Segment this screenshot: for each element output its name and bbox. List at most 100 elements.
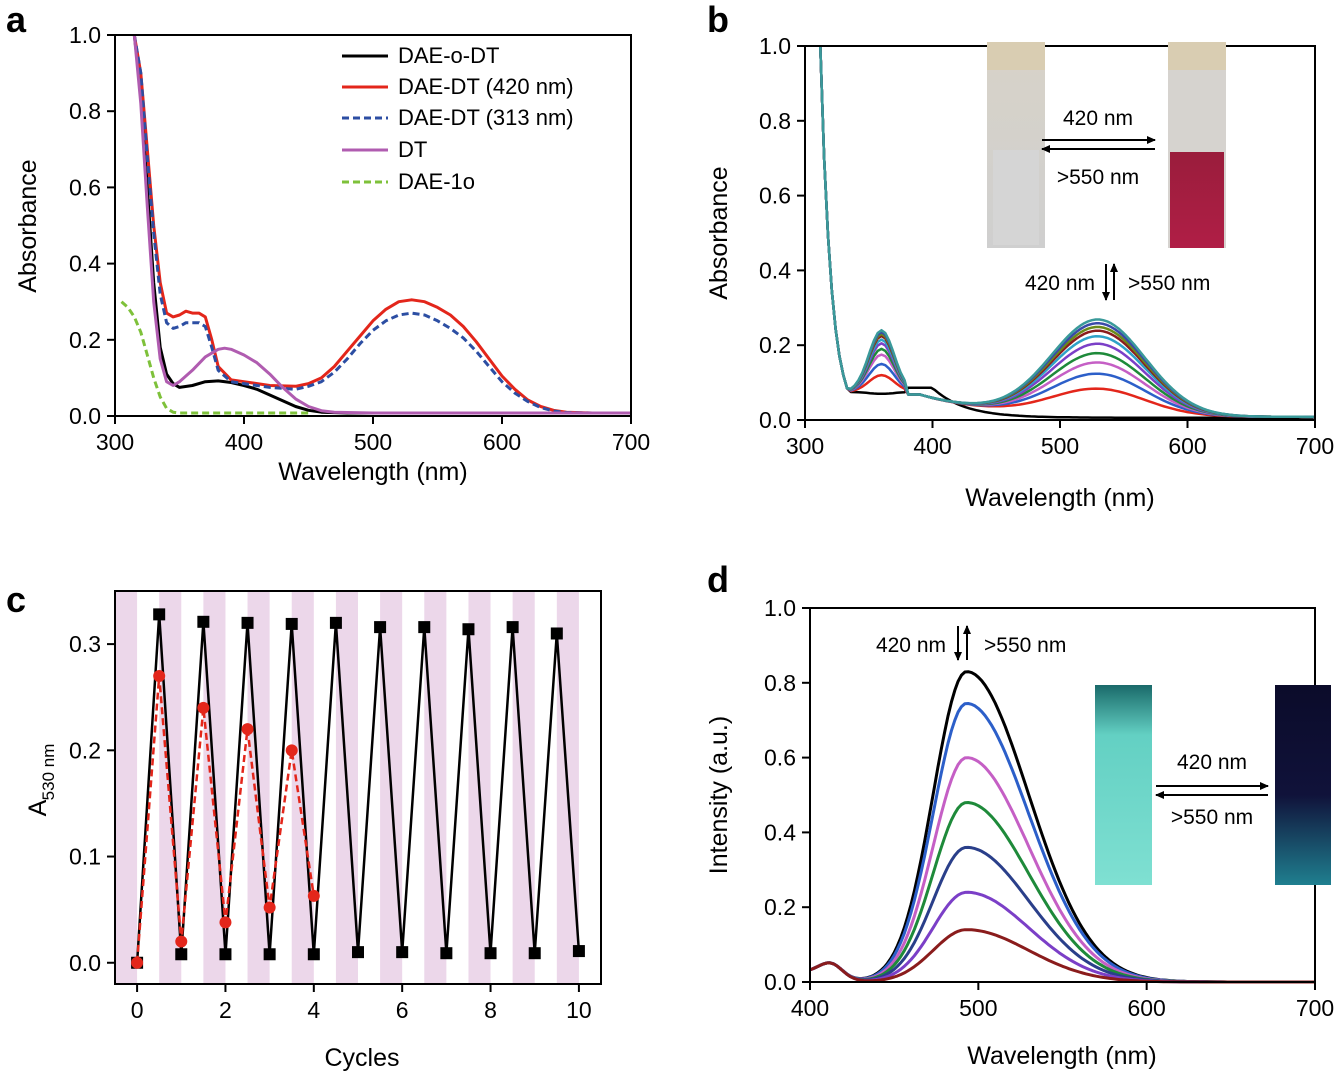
panel-c-point-black: [484, 947, 497, 960]
panel-b-xtick-label: 700: [1296, 433, 1334, 459]
panel-c-point-red: [241, 723, 254, 736]
vial-colored-cap: [1168, 42, 1226, 70]
panel-b-ytick-label: 1.0: [759, 33, 791, 59]
panel-c-xtick-label: 10: [566, 997, 592, 1023]
panel-c-point-red: [131, 956, 144, 969]
panel-d-axes: 400 500 600 700 0.0 0.2 0.4 0.6 0.8 1.0: [764, 595, 1334, 1021]
panel-b-xtick-label: 600: [1168, 433, 1206, 459]
panel-d-top-forward-label: 420 nm: [876, 634, 946, 657]
panel-a-ytick-label: 0.0: [69, 403, 101, 429]
panel-b-side-forward-label: 420 nm: [1025, 272, 1095, 295]
panel-c-irradiation-band: [115, 591, 138, 984]
panel-b-ytick-label: 0.6: [759, 183, 791, 209]
panel-c-point-red: [263, 901, 276, 914]
panel-b-series-7: [819, 45, 1314, 419]
panel-c-xtick-label: 4: [307, 997, 320, 1023]
panel-a-ytick-label: 0.4: [69, 251, 101, 277]
panel-d-forward-label: 420 nm: [1177, 751, 1247, 774]
panel-c-point-black: [374, 621, 387, 634]
panel-a-axes: 300 400 500 600 700 0.0 0.2 0.4 0.6 0.8 1.0: [69, 22, 650, 455]
vial-dark-image: [1275, 685, 1331, 885]
panel-c-plot-area: [131, 608, 585, 969]
panel-c-xtick-label: 8: [484, 997, 497, 1023]
vial-colorless-liquid: [993, 150, 1039, 245]
panel-d-ytick-label: 0.2: [764, 894, 796, 920]
panel-b-vial-colorless: [987, 42, 1045, 248]
panel-c-xlabel: Cycles: [324, 1044, 399, 1072]
panel-a-series-dae-1o: [120, 300, 309, 415]
panel-a-xtick-label: 400: [225, 429, 263, 455]
panel-c-ylabel: A 530 nm: [24, 744, 58, 817]
panel-c-point-black: [307, 948, 320, 961]
panel-b-ytick-label: 0.4: [759, 257, 791, 283]
panel-b-ytick-label: 0.0: [759, 407, 791, 433]
panel-letter-d: d: [707, 559, 729, 600]
panel-b-side-backward-label: >550 nm: [1128, 272, 1210, 295]
panel-d-ytick-label: 0.0: [764, 969, 796, 995]
panel-a: a 300 400 500 600 700 0.0 0.2 0.4 0.6 0.8 1.0 Wave…: [6, 0, 650, 486]
panel-d-vial-dark: [1275, 685, 1331, 885]
panel-b-vial-colored: [1168, 42, 1226, 248]
panel-a-xtick-label: 600: [483, 429, 521, 455]
panel-a-xtick-label: 700: [612, 429, 650, 455]
panel-c-point-black: [550, 627, 563, 640]
panel-c-point-black: [175, 948, 188, 961]
panel-b: b 300 400 500 600 700 0.0 0.2 0.4 0.6 0.8 1.0 Wave…: [705, 0, 1334, 512]
panel-d-ylabel: Intensity (a.u.): [705, 716, 733, 874]
panel-b-series-10: [819, 45, 1314, 419]
panel-d-ytick-label: 0.4: [764, 819, 796, 845]
panel-c-point-black: [241, 616, 254, 629]
legend-label-dae-dt-313: DAE-DT (313 nm): [398, 105, 574, 130]
panel-a-series-dt: [132, 34, 631, 415]
panel-c-point-black: [329, 616, 342, 629]
panel-c-point-black: [506, 621, 519, 634]
panel-d-xtick-label: 600: [1127, 995, 1165, 1021]
panel-b-xtick-label: 500: [1041, 433, 1079, 459]
legend-label-dae-1o: DAE-1o: [398, 169, 475, 194]
panel-d-ytick-label: 1.0: [764, 595, 796, 621]
panel-c-ytick-label: 0.0: [69, 950, 101, 976]
panel-c-xtick-label: 0: [131, 997, 144, 1023]
panel-a-plot-area: [120, 34, 631, 415]
panel-a-xtick-label: 500: [354, 429, 392, 455]
panel-c-point-red: [197, 701, 210, 714]
panel-b-xtick-label: 300: [786, 433, 824, 459]
panel-c: c 0 2 4 6 8 10 0.0 0.1 0.2 0.3 Cycles A 530 nm: [6, 579, 602, 1072]
panel-a-series-dae-dt-420-nm-: [132, 34, 631, 415]
legend-label-dae-dt-420: DAE-DT (420 nm): [398, 74, 574, 99]
panel-d: d 400 500 600 700 0.0 0.2 0.4 0.6 0.8 1.0 Wavelen…: [705, 559, 1334, 1070]
panel-c-point-red: [285, 744, 298, 757]
panel-d-ytick-label: 0.6: [764, 745, 796, 771]
panel-c-point-black: [396, 946, 409, 959]
panel-c-point-red: [219, 916, 232, 929]
panel-c-ylabel-main: A: [24, 799, 52, 816]
panel-c-frame: [114, 590, 602, 985]
panel-a-xtick-label: 300: [96, 429, 134, 455]
panel-c-point-black: [572, 945, 585, 958]
panel-c-point-black: [219, 948, 232, 961]
panel-c-point-black: [285, 617, 298, 630]
panel-d-xtick-label: 700: [1296, 995, 1334, 1021]
panel-letter-b: b: [707, 0, 729, 40]
panel-c-point-black: [528, 947, 541, 960]
panel-c-xtick-label: 2: [219, 997, 232, 1023]
panel-c-ylabel-sub: 530 nm: [39, 744, 58, 801]
panel-d-xtick-label: 500: [959, 995, 997, 1021]
panel-b-xlabel: Wavelength (nm): [965, 484, 1154, 512]
panel-d-vial-fluorescent: [1095, 685, 1152, 885]
panel-a-series-dae-dt-313-nm-: [132, 34, 631, 415]
panel-c-point-black: [418, 621, 431, 634]
panel-b-xtick-label: 400: [913, 433, 951, 459]
panel-c-point-red: [175, 935, 188, 948]
legend-label-dt: DT: [398, 137, 427, 162]
panel-a-ytick-label: 1.0: [69, 22, 101, 48]
panel-b-backward-label: >550 nm: [1057, 166, 1139, 189]
panel-b-axes: 300 400 500 600 700 0.0 0.2 0.4 0.6 0.8 1.0: [759, 33, 1334, 459]
panel-b-ylabel: Absorbance: [705, 166, 733, 299]
panel-c-point-red: [153, 669, 166, 682]
panel-letter-c: c: [6, 579, 26, 620]
panel-a-legend: DAE-o-DT DAE-DT (420 nm) DAE-DT (313 nm)…: [342, 43, 574, 194]
panel-d-series-2: [809, 756, 1315, 984]
panel-c-point-black: [352, 946, 364, 959]
panel-c-point-black: [462, 623, 475, 636]
